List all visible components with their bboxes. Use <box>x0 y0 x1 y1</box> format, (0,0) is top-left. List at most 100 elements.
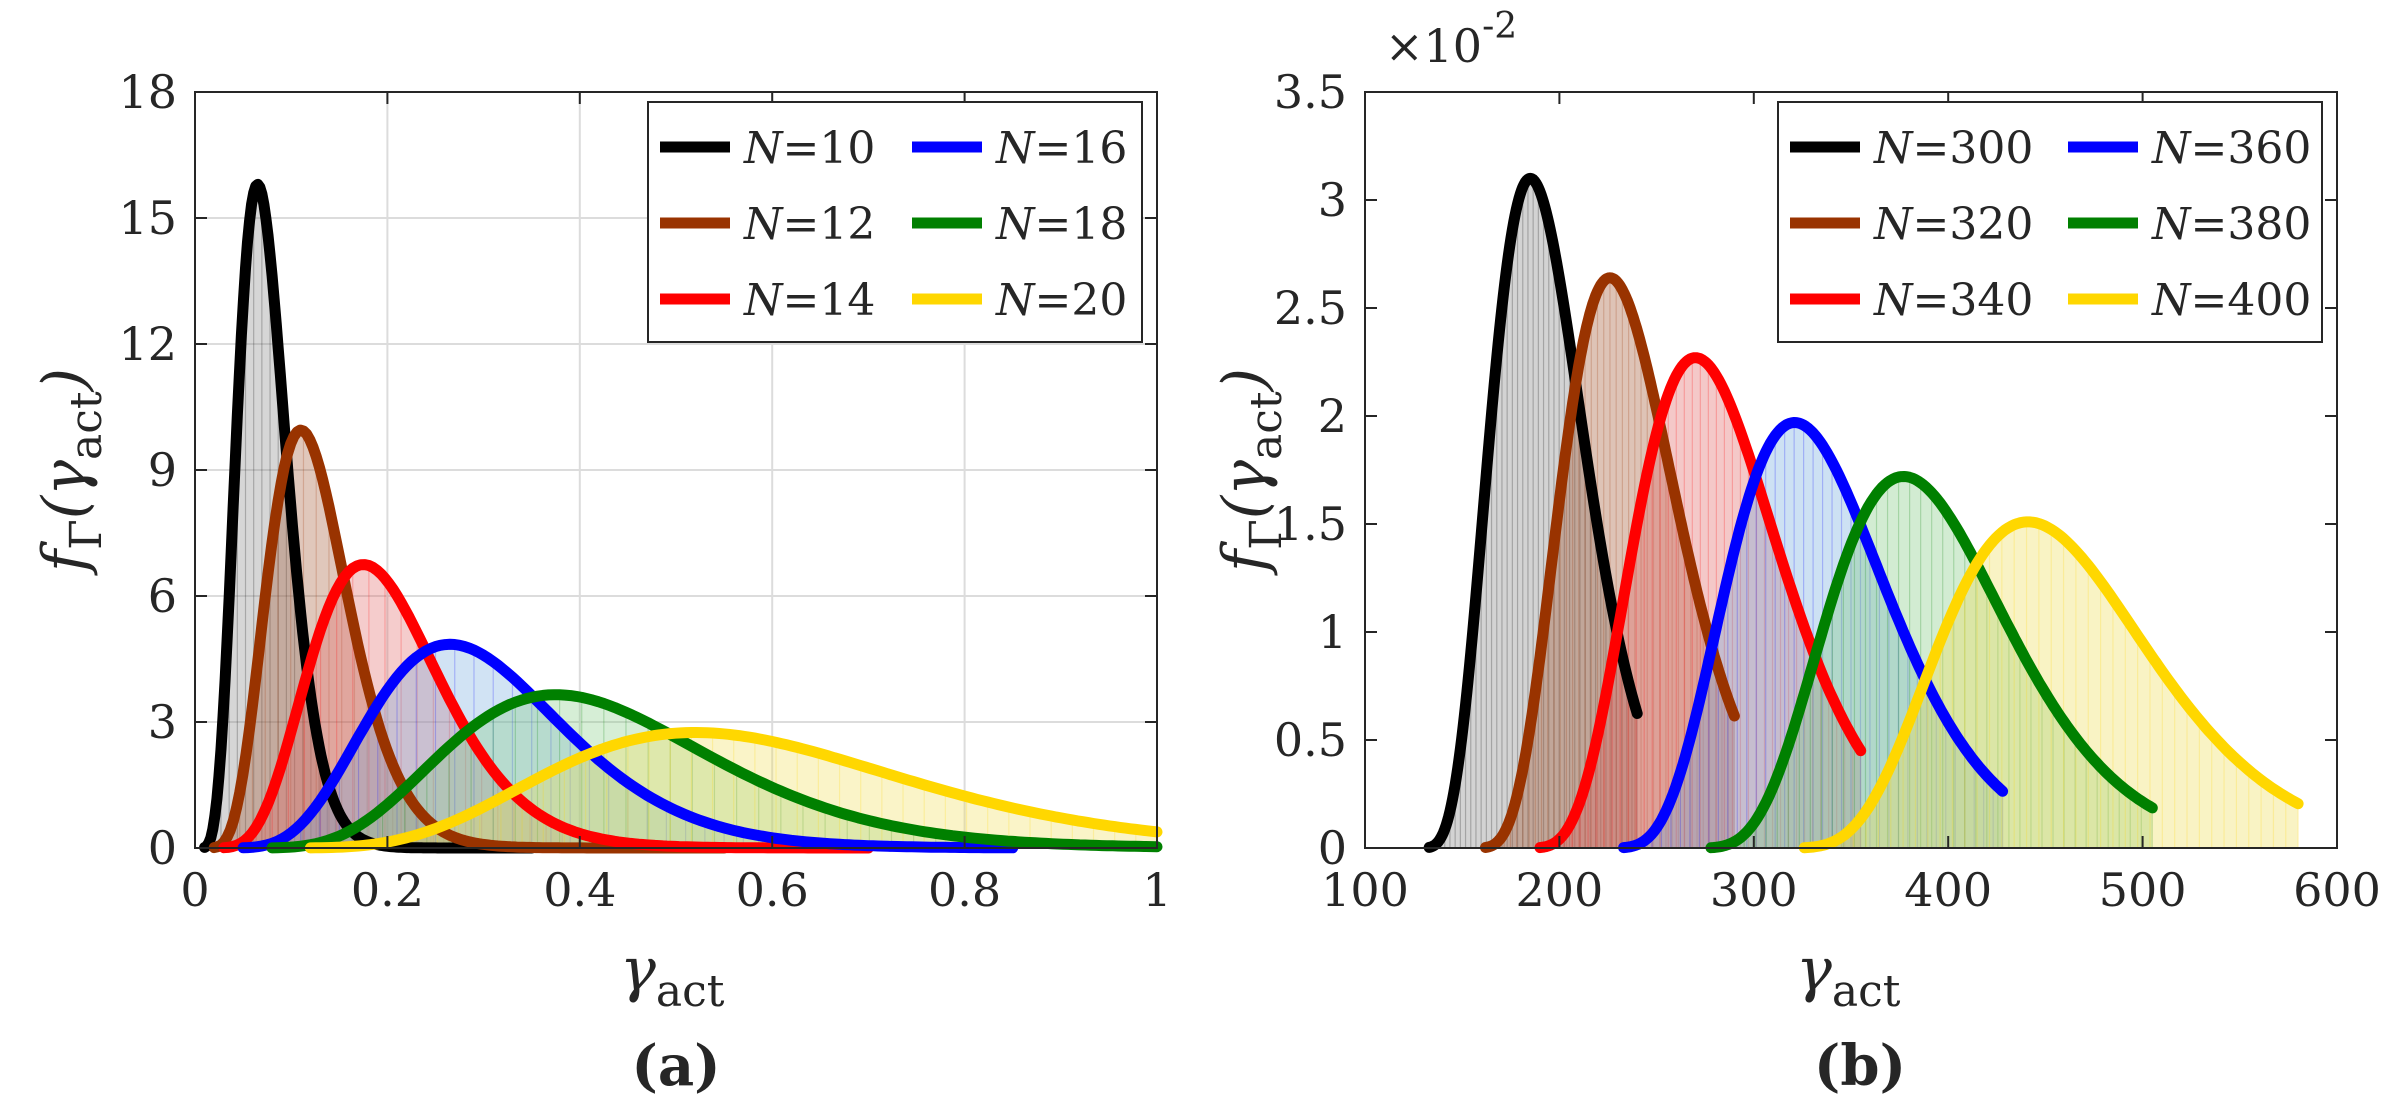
series-line-N=16 <box>237 638 1019 854</box>
panel-b-xlabel-main: γ <box>1796 935 1832 1005</box>
panel-b-ylabel-arg-sub: act <box>1241 391 1292 460</box>
series-fill-N=360 <box>1623 422 2003 848</box>
panel-b-x-ticks: 100 200 300 400 500 600 <box>1321 92 2381 917</box>
series-fill-N=400 <box>1804 521 2299 848</box>
y-tick-label: 0 <box>148 821 177 875</box>
panel-b-axes-box <box>1364 91 2338 849</box>
legend-label-value: =400 <box>2191 275 2312 326</box>
x-tick-label: 600 <box>2293 863 2381 917</box>
legend-label-value: =300 <box>1913 123 2034 174</box>
legend-label-N=10: N=10 <box>743 123 875 174</box>
panel-a-ylabel-sub: Γ <box>61 519 112 550</box>
series-fill-N=16 <box>243 644 1013 848</box>
series-line-N=300 <box>1423 172 1643 853</box>
series-fill-N=300 <box>1429 178 1638 848</box>
series-line-N=320 <box>1480 272 1740 853</box>
y-tick-label: 3 <box>148 695 177 749</box>
legend-box <box>647 101 1143 343</box>
x-tick-label: 300 <box>1710 863 1798 917</box>
panel-b: 100 200 300 400 500 600 0 0.5 1 1.5 2 2.5 3 3.5 ×10-… <box>1210 6 2381 1099</box>
panel-b-ylabel-arg: (γ <box>1210 460 1280 519</box>
panel-b-ylabel: fΓ(γact) <box>1210 368 1292 576</box>
x-tick-label: 200 <box>1515 863 1603 917</box>
legend-label-value: =380 <box>2191 199 2312 250</box>
x-tick-label: 0.6 <box>736 863 809 917</box>
panel-a-curves <box>199 178 1163 854</box>
panel-b-ylabel-sub: Γ <box>1241 519 1292 550</box>
panel-b-ylabel-close: ) <box>1210 368 1280 393</box>
x-tick-label: 0.8 <box>928 863 1001 917</box>
panel-a-ylabel-close: ) <box>30 368 100 393</box>
legend-label-N=300: N=300 <box>1873 123 2033 174</box>
panel-a-caption: (a) <box>631 1033 720 1099</box>
panel-b-xlabel: γact <box>1796 935 1901 1017</box>
y-tick-label: 1.5 <box>1274 497 1347 551</box>
y-tick-label: 15 <box>118 191 177 245</box>
series-fill-N=12 <box>214 430 725 848</box>
panel-b-xlabel-sub: act <box>1832 966 1901 1017</box>
legend-label-value: =20 <box>1035 275 1128 326</box>
y-tick-label: 18 <box>118 65 177 119</box>
legend-label-var: N <box>995 275 1036 326</box>
series-line-N=400 <box>1798 516 2304 854</box>
legend-label-value: =340 <box>1913 275 2034 326</box>
legend-label-var: N <box>743 199 784 250</box>
series-line-N=20 <box>304 727 1163 854</box>
legend-label-value: =14 <box>783 275 876 326</box>
panel-b-y-ticks: 0 0.5 1 1.5 2 2.5 3 3.5 <box>1274 65 2337 875</box>
series-fill-N=14 <box>223 564 869 848</box>
y-tick-label: 3.5 <box>1274 65 1347 119</box>
y-tick-label: 9 <box>148 443 177 497</box>
legend-box <box>1777 101 2323 343</box>
y-tick-label: 0 <box>1318 821 1347 875</box>
legend-label-var: N <box>2151 123 2192 174</box>
series-fill-N=10 <box>204 184 532 848</box>
series-fill-N=320 <box>1485 277 1735 848</box>
legend-label-N=380: N=380 <box>2151 199 2311 250</box>
legend-label-var: N <box>995 199 1036 250</box>
legend-label-value: =12 <box>783 199 876 250</box>
legend-label-var: N <box>743 123 784 174</box>
x-tick-label: 0.2 <box>351 863 424 917</box>
legend-label-var: N <box>1873 275 1914 326</box>
legend-label-var: N <box>743 275 784 326</box>
y-tick-label: 0.5 <box>1274 713 1347 767</box>
x-tick-label: 500 <box>2099 863 2187 917</box>
legend-label-var: N <box>2151 275 2192 326</box>
legend-label-var: N <box>1873 199 1914 250</box>
series-line-N=18 <box>266 689 1163 854</box>
legend-label-N=360: N=360 <box>2151 123 2311 174</box>
y-tick-label: 12 <box>118 317 177 371</box>
series-line-N=360 <box>1618 417 2009 854</box>
legend-label-value: =18 <box>1035 199 1128 250</box>
legend-label-N=340: N=340 <box>1873 275 2033 326</box>
panel-a-xlabel-main: γ <box>620 935 656 1005</box>
legend-label-var: N <box>995 123 1036 174</box>
x-tick-label: 0.4 <box>543 863 616 917</box>
x-tick-label: 400 <box>1904 863 1992 917</box>
x-tick-label: 100 <box>1321 863 1409 917</box>
panel-a-xlabel: γact <box>620 935 725 1017</box>
panel-a-xlabel-sub: act <box>656 966 725 1017</box>
panel-b-multiplier: ×10-2 <box>1385 6 1517 73</box>
series-fill-N=18 <box>272 694 1157 848</box>
series-fill-N=20 <box>310 732 1157 848</box>
legend-label-var: N <box>2151 199 2192 250</box>
y-tick-label: 2.5 <box>1274 281 1347 335</box>
series-line-N=340 <box>1534 352 1867 854</box>
legend-label-value: =16 <box>1035 123 1128 174</box>
panel-a-x-ticks: 0 0.2 0.4 0.6 0.8 1 <box>180 92 1172 917</box>
panel-b-caption: (b) <box>1814 1033 1906 1099</box>
panel-b-multiplier-exp: -2 <box>1482 6 1517 47</box>
panel-a-ylabel: fΓ(γact) <box>30 368 112 576</box>
legend-label-var: N <box>1873 123 1914 174</box>
legend-label-N=18: N=18 <box>995 199 1127 250</box>
panel-a-ylabel-arg: (γ <box>30 460 100 519</box>
legend-label-value: =360 <box>2191 123 2312 174</box>
series-line-N=380 <box>1705 471 2158 854</box>
y-tick-label: 2 <box>1318 389 1347 443</box>
legend-label-value: =10 <box>783 123 876 174</box>
